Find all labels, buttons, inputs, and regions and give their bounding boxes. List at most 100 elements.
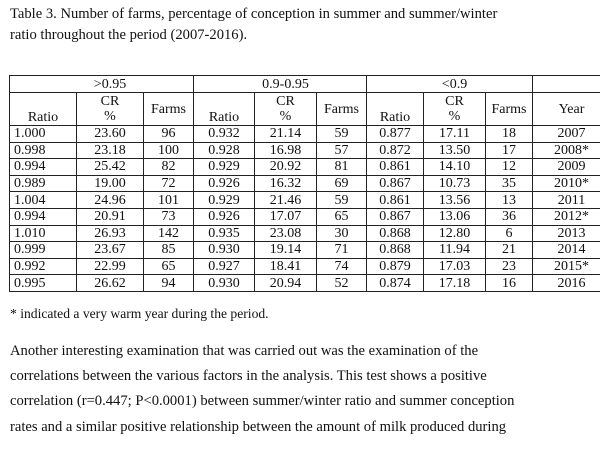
table-cell: 11.94 bbox=[423, 241, 486, 259]
table-cell: 0.861 bbox=[366, 191, 424, 209]
table-row: 0.992 22.99 65 0.927 18.41 74 0.879 17.03 23 2015… bbox=[9, 257, 600, 276]
paragraph-line: rates and a similar positive relationshi… bbox=[10, 418, 507, 435]
table-cell: 2009 bbox=[532, 158, 600, 176]
table-cell: 0.930 bbox=[193, 274, 255, 292]
table-cell: 36 bbox=[485, 207, 533, 226]
paragraph-line: correlation (r=0.447; P<0.0001) between … bbox=[10, 393, 515, 410]
pct-label: % bbox=[104, 109, 116, 124]
table-cell: 0.879 bbox=[366, 257, 424, 276]
table-row: 1.004 24.96 101 0.929 21.46 59 0.861 13.56 13 201… bbox=[9, 191, 600, 209]
table-cell: 26.62 bbox=[76, 274, 144, 292]
col-header-cr: CR% bbox=[254, 92, 317, 126]
table-cell: 23.08 bbox=[254, 224, 317, 243]
table-cell: 57 bbox=[316, 141, 367, 160]
table-cell: 0.929 bbox=[193, 158, 255, 176]
table-cell: 2014 bbox=[532, 241, 600, 259]
table-cell: 12.80 bbox=[423, 224, 486, 243]
table-cell: 2013 bbox=[532, 224, 600, 243]
table-cell: 20.91 bbox=[76, 207, 144, 226]
table-cell: 0.930 bbox=[193, 241, 255, 259]
table-cell: 2011 bbox=[532, 191, 600, 209]
table-cell: 30 bbox=[316, 224, 367, 243]
table-cell: 23.67 bbox=[76, 241, 144, 259]
table-cell: 65 bbox=[316, 207, 367, 226]
cr-label: CR bbox=[276, 94, 295, 109]
table-cell: 13.56 bbox=[423, 191, 486, 209]
table-cell: 100 bbox=[143, 141, 194, 160]
table-cell: 16.98 bbox=[254, 141, 317, 160]
pct-label: % bbox=[448, 109, 461, 124]
col-header-ratio: Ratio bbox=[193, 92, 255, 126]
table-cell: 0.929 bbox=[193, 191, 255, 209]
table-cell: 25.42 bbox=[76, 158, 144, 176]
table-cell: 0.989 bbox=[9, 174, 77, 193]
table-cell: 72 bbox=[143, 174, 194, 193]
table-cell: 0.928 bbox=[193, 141, 255, 160]
cr-label: CR bbox=[445, 94, 464, 109]
table-cell: 1.004 bbox=[9, 191, 77, 209]
table-footnote: * indicated a very warm year during the … bbox=[10, 306, 269, 321]
table-cell: 0.927 bbox=[193, 257, 255, 276]
table-cell: 18 bbox=[485, 125, 533, 143]
body-paragraph: Another interesting examination that was… bbox=[10, 339, 590, 440]
group-label: <0.9 bbox=[423, 75, 486, 93]
table-cell: 2016 bbox=[532, 274, 600, 292]
group-header-row: >0.95 0.9-0.95 <0.9 bbox=[9, 75, 600, 93]
table-cell: 14.10 bbox=[423, 158, 486, 176]
table-cell: 0.935 bbox=[193, 224, 255, 243]
table-cell: 0.867 bbox=[366, 174, 424, 193]
column-header-row: Ratio CR% Farms Ratio CR% Farms Ratio CR… bbox=[9, 92, 600, 126]
col-header-cr: CR% bbox=[423, 92, 486, 126]
table-cell: 19.14 bbox=[254, 241, 317, 259]
table-cell: 6 bbox=[485, 224, 533, 243]
table-cell: 85 bbox=[143, 241, 194, 259]
paragraph-line: Another interesting examination that was… bbox=[10, 343, 479, 359]
table-cell: 59 bbox=[316, 125, 367, 143]
group-label: >0.95 bbox=[76, 75, 144, 93]
caption-line: Table 3. Number of farms, percentage of … bbox=[10, 6, 498, 22]
table-cell: 101 bbox=[143, 191, 194, 209]
table-cell: 17.07 bbox=[254, 207, 317, 226]
table-cell: 0.926 bbox=[193, 174, 255, 193]
table-cell: 10.73 bbox=[423, 174, 486, 193]
table-cell: 1.010 bbox=[9, 224, 77, 243]
table-cell: 17.03 bbox=[423, 257, 486, 276]
table-cell: 96 bbox=[143, 125, 194, 143]
table-cell: 13.50 bbox=[423, 141, 486, 160]
table-cell: 52 bbox=[316, 274, 367, 292]
caption-line: ratio throughout the period (2007-2016). bbox=[10, 27, 248, 43]
table-cell: 0.872 bbox=[366, 141, 424, 160]
table-cell: 18.41 bbox=[254, 257, 317, 276]
table-cell: 17.18 bbox=[423, 274, 486, 292]
table-cell: 0.992 bbox=[9, 257, 77, 276]
col-header-year: Year bbox=[532, 92, 600, 126]
table-row: 0.994 20.91 73 0.926 17.07 65 0.867 13.06 36 2012… bbox=[9, 207, 600, 226]
table-cell: 22.99 bbox=[76, 257, 144, 276]
table-cell: 24.96 bbox=[76, 191, 144, 209]
table-cell: 2012* bbox=[532, 207, 600, 226]
table-cell: 23.18 bbox=[76, 141, 144, 160]
table-cell: 12 bbox=[485, 158, 533, 176]
table-cell: 82 bbox=[143, 158, 194, 176]
table-cell: 0.926 bbox=[193, 207, 255, 226]
table-cell: 59 bbox=[316, 191, 367, 209]
table-cell: 20.94 bbox=[254, 274, 317, 292]
table-cell: 16.32 bbox=[254, 174, 317, 193]
table-cell: 0.994 bbox=[9, 158, 77, 176]
table-cell: 1.000 bbox=[9, 125, 77, 143]
table-cell: 73 bbox=[143, 207, 194, 226]
cr-label: CR bbox=[100, 94, 120, 109]
table-cell: 2015* bbox=[532, 257, 600, 276]
col-header-ratio: Ratio bbox=[366, 92, 424, 126]
table-cell: 0.861 bbox=[366, 158, 424, 176]
table-cell: 69 bbox=[316, 174, 367, 193]
col-header-farms: Farms bbox=[316, 92, 367, 126]
table-cell: 13.06 bbox=[423, 207, 486, 226]
table-cell: 0.995 bbox=[9, 274, 77, 292]
table-cell: 0.994 bbox=[9, 207, 77, 226]
table-cell: 21 bbox=[485, 241, 533, 259]
table-cell: 13 bbox=[485, 191, 533, 209]
col-header-ratio: Ratio bbox=[9, 92, 77, 126]
table-cell: 19.00 bbox=[76, 174, 144, 193]
table-cell: 65 bbox=[143, 257, 194, 276]
